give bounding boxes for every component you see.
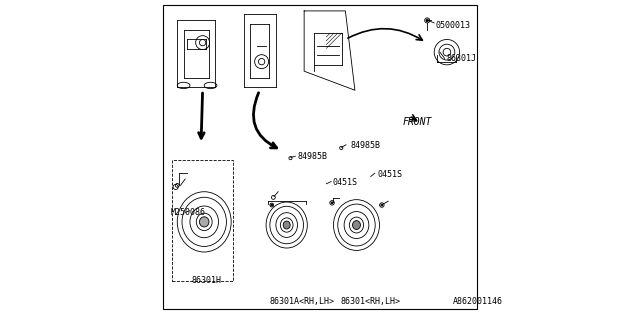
Text: 84985B: 84985B <box>298 152 328 161</box>
Text: 84985B: 84985B <box>350 141 380 150</box>
Text: 86301H: 86301H <box>191 276 221 285</box>
Ellipse shape <box>284 221 290 229</box>
Circle shape <box>331 202 333 204</box>
Text: 0500013: 0500013 <box>436 21 471 30</box>
Text: 0451S: 0451S <box>377 170 402 179</box>
Text: A862001146: A862001146 <box>452 297 502 306</box>
Ellipse shape <box>200 217 209 227</box>
Ellipse shape <box>353 220 360 229</box>
Text: 86301A<RH,LH>: 86301A<RH,LH> <box>269 297 334 306</box>
Text: 86301J: 86301J <box>446 54 476 63</box>
Text: FRONT: FRONT <box>403 117 432 127</box>
Text: M250086: M250086 <box>170 208 205 217</box>
Circle shape <box>426 19 429 22</box>
Circle shape <box>381 204 383 206</box>
Bar <box>173 160 233 281</box>
Text: 86301<RH,LH>: 86301<RH,LH> <box>340 297 401 306</box>
Text: 0451S: 0451S <box>333 178 358 187</box>
Circle shape <box>271 204 273 206</box>
